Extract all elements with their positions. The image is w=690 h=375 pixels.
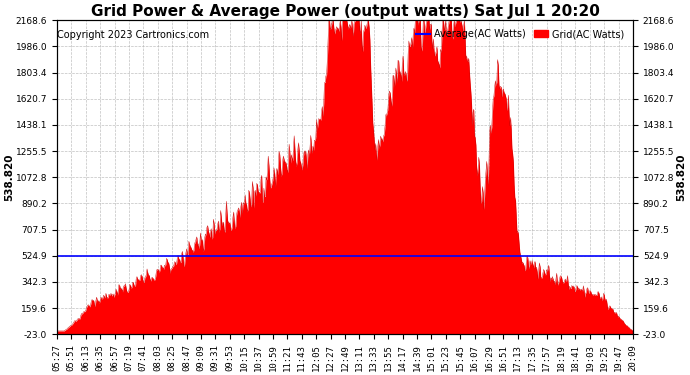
Title: Grid Power & Average Power (output watts) Sat Jul 1 20:20: Grid Power & Average Power (output watts… [90, 4, 600, 19]
Y-axis label: 538.820: 538.820 [4, 153, 14, 201]
Text: Copyright 2023 Cartronics.com: Copyright 2023 Cartronics.com [57, 30, 210, 40]
Y-axis label: 538.820: 538.820 [676, 153, 686, 201]
Legend: Average(AC Watts), Grid(AC Watts): Average(AC Watts), Grid(AC Watts) [412, 25, 628, 43]
